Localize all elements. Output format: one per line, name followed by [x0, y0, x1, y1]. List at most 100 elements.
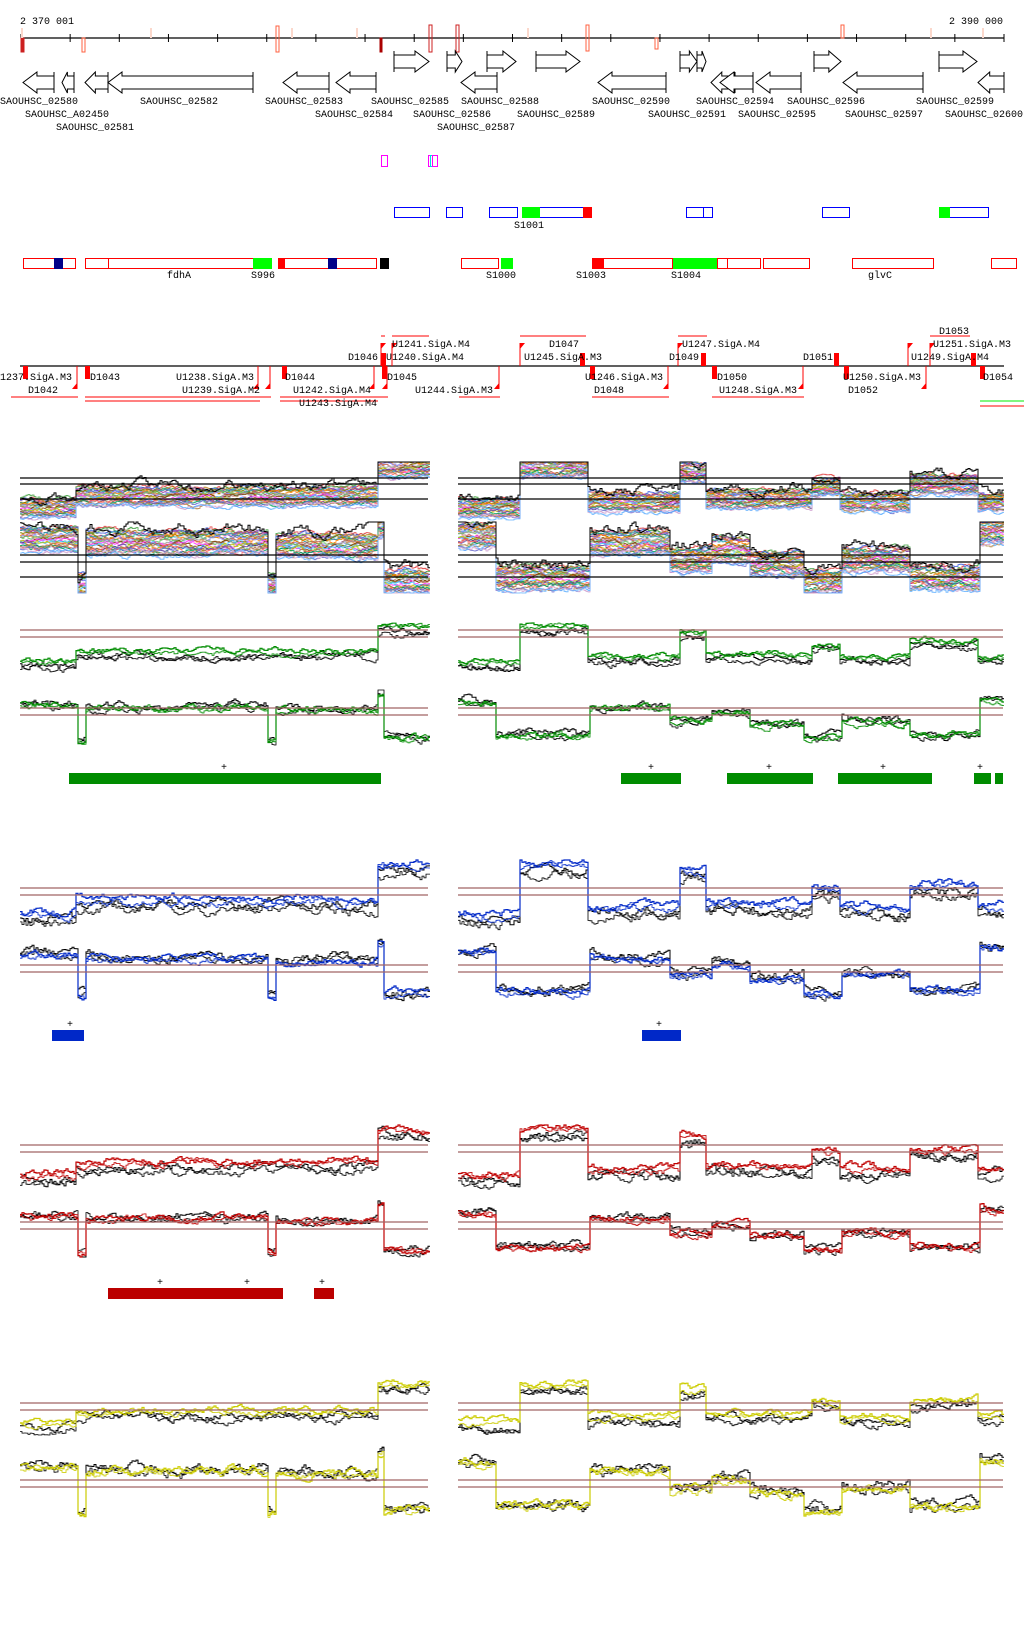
- feature-block-green[interactable]: [253, 258, 272, 269]
- feature-box-red[interactable]: [461, 258, 499, 269]
- gene-arrow-forward[interactable]: [813, 49, 842, 74]
- green-signal-line: [458, 622, 1004, 667]
- gene-arrow-reverse[interactable]: [84, 70, 109, 95]
- feature-block-red[interactable]: [278, 258, 285, 269]
- feature-box-red[interactable]: [336, 258, 377, 269]
- red-signal-line: [20, 1203, 430, 1256]
- feature-box-blue[interactable]: [394, 207, 430, 218]
- feature-box-blue[interactable]: [703, 207, 713, 218]
- gene-arrow-forward[interactable]: [393, 50, 430, 73]
- feature-block-red[interactable]: [592, 258, 604, 269]
- gene-arrow-reverse[interactable]: [282, 71, 330, 94]
- promoter-label: U1250.SigA.M3: [843, 372, 921, 384]
- gene-label: SAOUHSC_02588: [461, 97, 539, 108]
- feature-box-blue[interactable]: [489, 207, 518, 218]
- gene-arrow-forward[interactable]: [679, 49, 698, 74]
- gene-arrow-reverse[interactable]: [719, 71, 754, 94]
- terminator-marker-down[interactable]: [85, 366, 90, 379]
- blue-region-bar[interactable]: [52, 1030, 84, 1041]
- promoter-flag-icon: [908, 343, 913, 349]
- gene-arrow-forward[interactable]: [486, 49, 517, 74]
- ruler-mark: [81, 37, 86, 53]
- gene-arrow-forward[interactable]: [535, 50, 581, 73]
- terminator-marker-up[interactable]: [971, 353, 976, 366]
- gene-arrow-forward[interactable]: [938, 50, 978, 73]
- green-region-bar[interactable]: [727, 773, 813, 784]
- feature-box-magenta[interactable]: [381, 155, 388, 167]
- feature-box-blue[interactable]: [446, 207, 463, 218]
- feature-box-blue[interactable]: [949, 207, 989, 218]
- gene-arrow-forward[interactable]: [446, 49, 463, 74]
- terminator-marker-down[interactable]: [382, 366, 387, 379]
- promoter-flag-icon: [265, 383, 270, 389]
- terminator-marker-up[interactable]: [834, 353, 839, 366]
- gene-arrow-reverse[interactable]: [755, 71, 802, 94]
- ruler-faint-mark: [930, 28, 932, 38]
- feature-box-magenta[interactable]: [432, 155, 438, 167]
- promoter-label: U1245.SigA.M3: [524, 352, 602, 364]
- green-region-bar[interactable]: [995, 773, 1003, 784]
- feature-block-green[interactable]: [673, 258, 717, 269]
- terminator-marker-down[interactable]: [590, 366, 595, 379]
- feature-box-blue[interactable]: [686, 207, 704, 218]
- green-region-bar[interactable]: [974, 773, 991, 784]
- red-region-bar[interactable]: [314, 1288, 334, 1299]
- green-region-bar[interactable]: [621, 773, 681, 784]
- red-signal-line: [20, 1127, 430, 1182]
- terminator-marker-up[interactable]: [580, 353, 585, 366]
- gene-arrow-forward[interactable]: [696, 50, 707, 73]
- gene-track: SAOUHSC_02580 SAOUHSC_A02450 SAOUHSC_02581…: [0, 49, 1023, 134]
- terminator-marker-down[interactable]: [23, 366, 28, 379]
- gene-arrow-reverse[interactable]: [597, 71, 667, 94]
- promoter-label: U1246.SigA.M3: [585, 372, 663, 384]
- feature-box-red[interactable]: [852, 258, 934, 269]
- feature-box-red[interactable]: [717, 258, 728, 269]
- feature-box-blue[interactable]: [822, 207, 850, 218]
- feature-box-red[interactable]: [23, 258, 55, 269]
- blue-region-bar[interactable]: [642, 1030, 681, 1041]
- reference-signal-line: [458, 461, 1004, 501]
- gene-arrow-reverse[interactable]: [22, 70, 55, 95]
- terminator-marker-up[interactable]: [701, 353, 706, 366]
- feature-box-red[interactable]: [62, 258, 76, 269]
- feature-box-blue[interactable]: [539, 207, 584, 218]
- control-signal-line: [20, 865, 430, 924]
- green-region-bar[interactable]: [838, 773, 932, 784]
- feature-box-red[interactable]: [763, 258, 810, 269]
- gene-arrow-reverse[interactable]: [977, 70, 1005, 95]
- terminator-marker-up[interactable]: [381, 353, 386, 366]
- feature-box-red[interactable]: [85, 258, 109, 269]
- blue-signal-line: [20, 862, 430, 923]
- feature-box-red[interactable]: [727, 258, 761, 269]
- yellow-signal-line: [20, 1383, 430, 1430]
- control-signal-line: [20, 1125, 430, 1188]
- feature-block-green[interactable]: [939, 207, 950, 218]
- multicolor-signal-line: [20, 528, 430, 594]
- feature-block-navy[interactable]: [328, 258, 337, 269]
- yellow-signal-line: [20, 1451, 430, 1518]
- feature-block-green[interactable]: [522, 207, 540, 218]
- gene-arrow-reverse[interactable]: [61, 71, 75, 94]
- gene-arrow-reverse[interactable]: [842, 71, 924, 94]
- terminator-marker-down[interactable]: [712, 366, 717, 379]
- gene-arrow-reverse[interactable]: [460, 71, 498, 94]
- feature-box-red[interactable]: [284, 258, 329, 269]
- feature-box-red[interactable]: [108, 258, 254, 269]
- feature-block-navy[interactable]: [54, 258, 63, 269]
- green-region-bar[interactable]: [69, 773, 381, 784]
- feature-box-red[interactable]: [603, 258, 673, 269]
- feature-block-black[interactable]: [380, 258, 389, 269]
- gene-arrow-reverse[interactable]: [335, 71, 377, 94]
- gene-arrow-reverse[interactable]: [107, 71, 254, 94]
- promoter-label: D1044: [285, 373, 315, 384]
- terminator-marker-down[interactable]: [844, 366, 849, 379]
- promoter-label: D1046: [348, 353, 378, 364]
- terminator-marker-down[interactable]: [980, 366, 985, 379]
- feature-box-red[interactable]: [991, 258, 1017, 269]
- feature-block-green[interactable]: [501, 258, 513, 269]
- terminator-marker-down[interactable]: [282, 366, 287, 379]
- ruler-faint-mark: [356, 28, 358, 38]
- control-signal-line: [20, 1447, 430, 1517]
- feature-block-red[interactable]: [583, 207, 592, 218]
- red-region-bar[interactable]: [108, 1288, 283, 1299]
